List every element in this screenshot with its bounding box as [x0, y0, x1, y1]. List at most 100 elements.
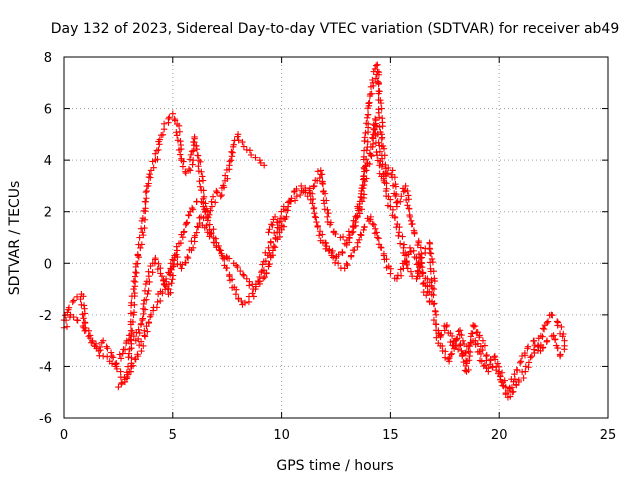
data-point	[287, 198, 294, 205]
data-point	[158, 272, 166, 280]
data-point	[478, 358, 485, 365]
data-point	[520, 374, 527, 382]
data-point	[194, 224, 202, 231]
data-point	[229, 149, 236, 156]
data-point	[393, 275, 401, 282]
data-point	[293, 185, 300, 193]
data-point	[197, 183, 204, 190]
data-point	[157, 270, 164, 277]
data-point	[500, 382, 507, 390]
data-point	[117, 355, 125, 362]
data-point	[322, 239, 330, 247]
data-point	[171, 252, 178, 259]
data-point	[422, 292, 430, 299]
data-point	[561, 342, 568, 349]
data-point	[270, 229, 278, 237]
data-point	[391, 214, 399, 221]
data-point	[459, 350, 467, 357]
data-point	[125, 354, 132, 361]
data-point	[157, 288, 164, 295]
data-point	[131, 289, 138, 297]
data-point	[198, 198, 205, 206]
data-point	[407, 268, 415, 275]
data-point	[403, 251, 411, 258]
data-point	[252, 154, 259, 161]
data-point	[213, 187, 220, 195]
data-point	[182, 259, 189, 267]
data-point	[250, 293, 257, 300]
data-point	[169, 272, 177, 279]
data-point	[315, 232, 323, 239]
data-point	[125, 350, 133, 357]
data-point	[357, 190, 365, 197]
data-point	[399, 233, 406, 240]
data-point	[453, 336, 460, 343]
data-point	[104, 353, 111, 360]
data-point	[332, 230, 339, 238]
data-point	[147, 174, 154, 181]
data-point	[140, 342, 147, 350]
data-point	[63, 323, 71, 330]
data-point	[145, 287, 152, 295]
data-point	[169, 110, 176, 117]
data-point	[398, 193, 405, 200]
data-point	[381, 256, 388, 263]
data-point	[383, 264, 390, 271]
data-point	[216, 247, 224, 254]
data-point	[372, 122, 379, 129]
data-point	[374, 234, 381, 241]
data-point	[222, 264, 230, 272]
data-point	[448, 350, 456, 357]
data-point	[516, 359, 524, 366]
data-point	[167, 289, 174, 296]
data-point	[372, 139, 380, 147]
data-point	[237, 267, 244, 275]
data-point	[152, 150, 159, 157]
data-point	[367, 216, 374, 223]
data-point	[183, 219, 191, 226]
data-point	[189, 161, 196, 168]
data-point	[309, 200, 316, 207]
data-point	[272, 234, 279, 241]
data-point	[552, 335, 559, 343]
data-point	[193, 145, 201, 153]
data-point	[364, 138, 371, 145]
data-point	[313, 218, 320, 226]
data-point	[365, 100, 372, 107]
data-point	[227, 157, 235, 164]
data-point	[424, 288, 431, 295]
data-point	[408, 272, 416, 280]
x-tick-label: 10	[273, 428, 290, 443]
data-point	[188, 204, 196, 212]
data-point	[405, 205, 412, 212]
data-point	[360, 172, 368, 180]
data-point	[481, 362, 489, 369]
data-point	[397, 266, 404, 273]
data-point	[137, 321, 145, 328]
data-point	[362, 129, 369, 137]
data-point	[155, 260, 162, 268]
data-point	[474, 329, 481, 336]
data-point	[213, 189, 221, 196]
data-point	[402, 182, 409, 190]
data-point	[507, 393, 514, 400]
data-point	[426, 298, 433, 306]
data-point	[379, 161, 386, 168]
data-point	[269, 221, 276, 229]
data-point	[93, 345, 100, 352]
data-point	[247, 151, 255, 159]
data-point	[293, 193, 301, 200]
data-point	[481, 342, 489, 349]
data-point	[321, 190, 329, 197]
data-point	[375, 80, 382, 88]
data-point	[372, 62, 380, 69]
data-point	[430, 291, 437, 299]
data-point	[387, 203, 394, 210]
data-point	[427, 250, 435, 257]
data-point	[518, 352, 526, 360]
data-point	[368, 90, 375, 97]
data-point	[361, 223, 368, 230]
data-point	[447, 351, 455, 358]
data-point	[198, 186, 205, 194]
series-track-8	[432, 327, 568, 401]
